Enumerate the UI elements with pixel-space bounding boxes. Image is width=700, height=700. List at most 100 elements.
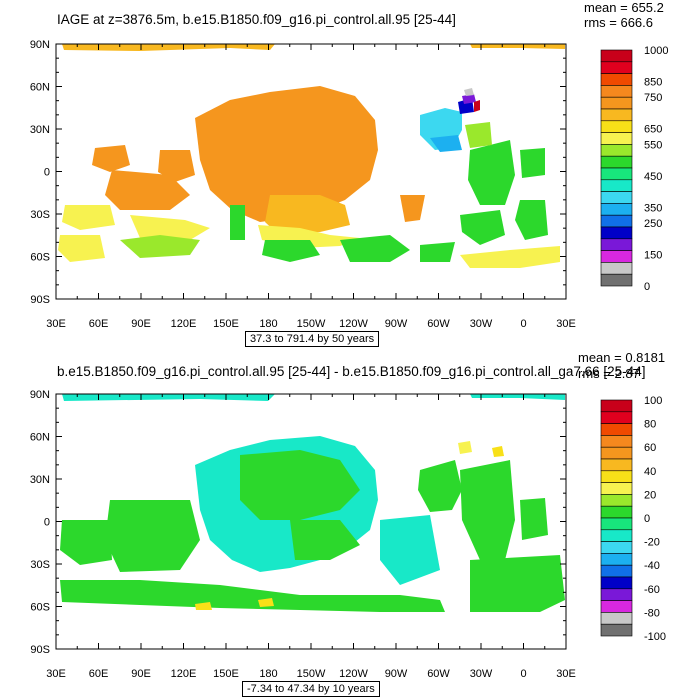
lon-tick-label: 60W — [427, 668, 450, 680]
colorbar-label: -60 — [644, 584, 660, 596]
panel1-lat-axis: 90N 60N 30N 0 30S 60S 90S — [30, 39, 566, 306]
panel2-rms: rms = 2.87 — [578, 366, 640, 381]
lon-tick-label: 150E — [213, 318, 239, 330]
lat-tick-label: 30N — [30, 124, 50, 136]
colorbar-label: 750 — [644, 92, 662, 104]
colorbar-label: 850 — [644, 76, 662, 88]
lon-tick-label: 60E — [89, 668, 109, 680]
colorbar-label: 550 — [644, 139, 662, 151]
panel2-mean: mean = 0.8181 — [578, 350, 666, 365]
lon-tick-label: 150E — [213, 668, 239, 680]
lon-tick-label: 60E — [89, 318, 109, 330]
panel1-mean: mean = 655.2 — [584, 0, 664, 15]
colorbar-swatch — [600, 423, 633, 436]
lon-tick-label: 0 — [520, 318, 526, 330]
lon-tick-label: 30E — [556, 668, 576, 680]
lon-tick-label: 120W — [339, 668, 368, 680]
panel1-map: 90N 60N 30N 0 30S 60S 90S 30E 60E 90E 120E 150E 180… — [30, 39, 669, 330]
colorbar-label: 150 — [644, 250, 662, 262]
panel2-contour-range: -7.34 to 47.34 by 10 years — [242, 681, 380, 697]
panel1-ocean-field — [58, 44, 565, 268]
colorbar-label: 80 — [644, 419, 656, 431]
colorbar-label: -40 — [644, 560, 660, 572]
lon-tick-label: 180 — [259, 668, 277, 680]
colorbar-label: 650 — [644, 124, 662, 136]
colorbar-swatch — [600, 446, 633, 460]
lat-tick-label: 90N — [30, 39, 50, 51]
panel1-contour-range: 37.3 to 791.4 by 50 years — [245, 331, 380, 347]
panel1-title: IAGE at z=3876.5m, b.e15.B1850.f09_g16.p… — [57, 12, 456, 27]
colorbar-label: 0 — [644, 513, 650, 525]
colorbar-swatch — [600, 553, 633, 566]
colorbar-swatch — [600, 470, 633, 483]
lon-tick-label: 90E — [131, 668, 151, 680]
colorbar-label: 0 — [644, 281, 650, 293]
lon-tick-label: 0 — [520, 668, 526, 680]
lat-tick-label: 60S — [30, 602, 50, 614]
lon-tick-label: 150W — [297, 668, 326, 680]
colorbar-swatch — [600, 588, 633, 601]
colorbar-swatch — [600, 600, 633, 613]
colorbar-label: 250 — [644, 218, 662, 230]
panel1-lon-axis: 30E 60E 90E 120E 150E 180 150W 120W 90W 60W 30W 0 30… — [46, 44, 576, 330]
lon-tick-label: 120E — [171, 668, 197, 680]
colorbar-label: 450 — [644, 171, 662, 183]
panel1-rms: rms = 666.6 — [584, 15, 654, 30]
panel2-colorbar: 100 80 60 40 20 0 -20 -40 -60 -80 -100 — [600, 395, 666, 643]
panel2-lat-axis: 90N 60N 30N 0 30S 60S 90S — [30, 389, 566, 656]
lon-tick-label: 60W — [427, 318, 450, 330]
panel2-lon-axis: 30E 60E 90E 120E 150E 180 150W 120W 90W 60W 30W 0 30… — [46, 394, 576, 680]
lat-tick-label: 90N — [30, 389, 50, 401]
colorbar-swatch — [600, 482, 633, 495]
colorbar-label: -80 — [644, 607, 660, 619]
lon-tick-label: 120E — [171, 318, 197, 330]
lon-tick-label: 90W — [385, 318, 408, 330]
lon-tick-label: 150W — [297, 318, 326, 330]
lat-tick-label: 30S — [30, 209, 50, 221]
colorbar-swatch — [600, 399, 633, 413]
lat-tick-label: 60N — [30, 432, 50, 444]
colorbar-swatch — [600, 541, 633, 554]
panel2-title: b.e15.B1850.f09_g16.pi_control.all.95 [2… — [57, 364, 646, 379]
colorbar-label: 60 — [644, 442, 656, 454]
lat-tick-label: 0 — [44, 167, 50, 179]
lat-tick-label: 60S — [30, 252, 50, 264]
lon-tick-label: 30W — [470, 668, 493, 680]
colorbar-swatch — [600, 623, 633, 637]
colorbar-swatch — [600, 517, 633, 531]
lon-tick-label: 30E — [556, 318, 576, 330]
lon-tick-label: 90E — [131, 318, 151, 330]
colorbar-swatch — [600, 529, 633, 542]
colorbar-swatch — [600, 435, 633, 448]
colorbar-swatch — [600, 564, 633, 578]
colorbar-label: 100 — [644, 395, 662, 407]
colorbar-swatch — [600, 576, 633, 590]
lat-tick-label: 60N — [30, 82, 50, 94]
colorbar-swatch — [600, 411, 633, 424]
colorbar-swatch — [600, 273, 633, 287]
lat-tick-label: 90S — [30, 294, 50, 306]
lon-tick-label: 120W — [339, 318, 368, 330]
lon-tick-label: 90W — [385, 668, 408, 680]
lat-tick-label: 30S — [30, 559, 50, 571]
colorbar-swatch — [600, 505, 633, 519]
lon-tick-label: 180 — [259, 318, 277, 330]
lon-tick-label: 30E — [46, 318, 66, 330]
colorbar-label: 350 — [644, 202, 662, 214]
panel2-ocean-field — [60, 394, 565, 612]
colorbar-swatch — [600, 612, 633, 625]
panel1-colorbar: 1000 850 750 650 550 450 350 250 150 0 — [600, 45, 668, 293]
lat-tick-label: 30N — [30, 474, 50, 486]
colorbar-label: 20 — [644, 489, 656, 501]
lat-tick-label: 0 — [44, 517, 50, 529]
colorbar-label: -100 — [644, 631, 666, 643]
colorbar-label: 1000 — [644, 45, 668, 57]
lon-tick-label: 30E — [46, 668, 66, 680]
colorbar-label: -20 — [644, 537, 660, 549]
colorbar-label: 40 — [644, 466, 656, 478]
lat-tick-label: 90S — [30, 644, 50, 656]
colorbar-swatch — [600, 494, 633, 507]
lon-tick-label: 30W — [470, 318, 493, 330]
colorbar-swatch — [600, 458, 633, 472]
